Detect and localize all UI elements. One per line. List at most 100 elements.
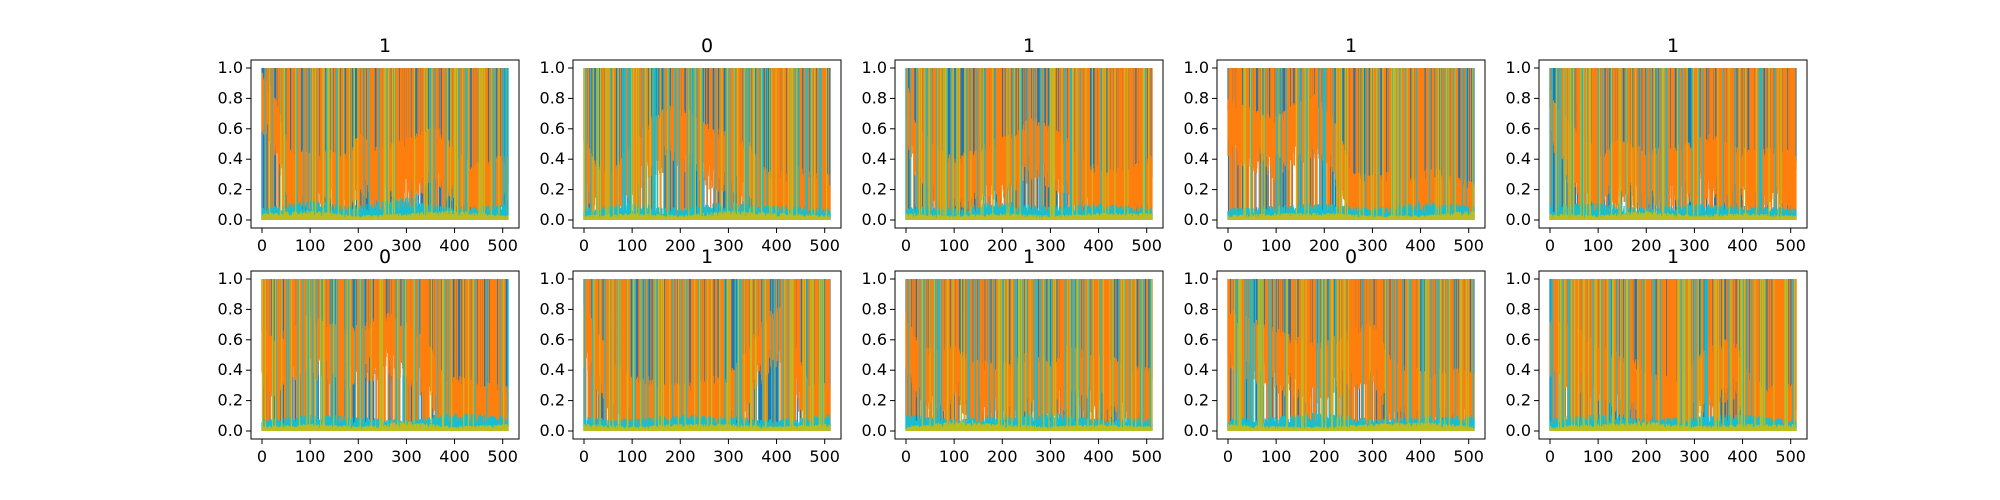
y-tick-label: 0.4 xyxy=(1184,149,1209,168)
y-tick-label: 0.2 xyxy=(1184,180,1209,199)
y-tick-label: 0.4 xyxy=(218,149,243,168)
y-tick-label: 1.0 xyxy=(1506,269,1531,288)
subplot-9: 0.0 0.2 0.4 0.6 0.8 1.0 0 100 200 300 400 500 0 xyxy=(1184,246,1486,466)
y-tick-label: 0.2 xyxy=(218,180,243,199)
series-4 xyxy=(1549,68,1797,220)
series-4 xyxy=(583,68,831,220)
x-tick-label: 200 xyxy=(1309,236,1340,255)
series-4 xyxy=(583,279,831,431)
series-4 xyxy=(1549,279,1797,431)
y-tick-label: 0.4 xyxy=(218,360,243,379)
plot-area xyxy=(261,68,509,220)
x-tick-label: 100 xyxy=(617,447,648,466)
series-4-strokes xyxy=(905,68,1153,220)
plot-area xyxy=(583,68,831,220)
x-tick-label: 100 xyxy=(1261,447,1292,466)
x-tick-label: 100 xyxy=(939,447,970,466)
x-tick-label: 0 xyxy=(579,447,589,466)
y-tick-label: 0.2 xyxy=(540,391,565,410)
x-tick-label: 0 xyxy=(1223,236,1233,255)
series-4-strokes xyxy=(583,68,831,220)
y-tick-label: 0.2 xyxy=(540,180,565,199)
y-tick-label: 0.8 xyxy=(1184,299,1209,318)
y-tick-label: 0.0 xyxy=(1506,421,1531,440)
plot-area xyxy=(1227,279,1475,431)
subplot-10: 0.0 0.2 0.4 0.6 0.8 1.0 0 100 200 300 400 500 1 xyxy=(1506,246,1808,466)
subplot-title: 0 xyxy=(379,246,391,268)
y-tick-label: 1.0 xyxy=(218,269,243,288)
series-4-strokes xyxy=(1549,68,1797,220)
plot-area xyxy=(1227,68,1475,220)
plot-area xyxy=(905,68,1153,220)
y-tick-label: 1.0 xyxy=(218,58,243,77)
x-tick-label: 500 xyxy=(1131,236,1162,255)
subplot-2: 0.0 0.2 0.4 0.6 0.8 1.0 0 100 200 300 400 500 0 xyxy=(540,35,842,255)
y-tick-label: 0.0 xyxy=(540,210,565,229)
y-tick-label: 0.6 xyxy=(540,330,565,349)
y-tick-label: 1.0 xyxy=(862,269,887,288)
series-4 xyxy=(1227,279,1475,431)
x-tick-label: 300 xyxy=(713,236,744,255)
y-tick-label: 0.4 xyxy=(540,149,565,168)
subplot-8: 0.0 0.2 0.4 0.6 0.8 1.0 0 100 200 300 400 500 1 xyxy=(862,246,1164,466)
y-tick-label: 0.2 xyxy=(862,391,887,410)
subplot-title: 0 xyxy=(701,35,713,57)
y-tick-label: 0.8 xyxy=(862,299,887,318)
y-tick-label: 0.8 xyxy=(1506,88,1531,107)
plot-area xyxy=(1549,68,1797,220)
y-tick-label: 1.0 xyxy=(1184,58,1209,77)
series-2 xyxy=(1549,279,1797,431)
series-4-strokes xyxy=(1549,279,1797,431)
y-tick-label: 0.0 xyxy=(862,421,887,440)
y-tick-label: 0.6 xyxy=(862,119,887,138)
x-tick-label: 300 xyxy=(1357,236,1388,255)
y-tick-label: 0.8 xyxy=(540,299,565,318)
x-tick-label: 100 xyxy=(939,236,970,255)
x-tick-label: 400 xyxy=(761,236,792,255)
x-tick-label: 300 xyxy=(1035,236,1066,255)
y-tick-label: 1.0 xyxy=(540,269,565,288)
y-tick-label: 0.8 xyxy=(540,88,565,107)
y-tick-label: 1.0 xyxy=(862,58,887,77)
x-tick-label: 300 xyxy=(1679,447,1710,466)
y-tick-label: 0.0 xyxy=(540,421,565,440)
subplot-1: 0.0 0.2 0.4 0.6 0.8 1.0 0 100 200 300 400 500 1 xyxy=(218,35,520,255)
x-tick-label: 200 xyxy=(665,447,696,466)
x-tick-label: 500 xyxy=(1775,236,1806,255)
x-tick-label: 500 xyxy=(809,447,840,466)
y-tick-label: 0.6 xyxy=(218,119,243,138)
subplot-title: 1 xyxy=(379,35,391,57)
y-tick-label: 0.4 xyxy=(1506,149,1531,168)
axes-frame xyxy=(572,59,842,229)
y-tick-label: 0.8 xyxy=(862,88,887,107)
x-tick-label: 200 xyxy=(1309,447,1340,466)
x-tick-label: 100 xyxy=(295,447,326,466)
series-2-strokes xyxy=(1549,279,1797,431)
plot-area xyxy=(583,279,831,431)
x-tick-label: 200 xyxy=(987,447,1018,466)
x-tick-label: 500 xyxy=(487,236,518,255)
x-tick-label: 400 xyxy=(1727,447,1758,466)
subplot-4: 0.0 0.2 0.4 0.6 0.8 1.0 0 100 200 300 400 500 1 xyxy=(1184,35,1486,255)
axes-frame xyxy=(894,59,1164,229)
y-tick-label: 0.2 xyxy=(862,180,887,199)
series-4-strokes xyxy=(261,279,509,431)
series-4 xyxy=(905,279,1153,431)
x-tick-label: 200 xyxy=(343,447,374,466)
subplot-title: 1 xyxy=(1023,35,1035,57)
axes-frame xyxy=(250,270,520,440)
x-tick-label: 400 xyxy=(1083,236,1114,255)
x-tick-label: 300 xyxy=(1035,447,1066,466)
y-tick-label: 0.0 xyxy=(218,421,243,440)
x-tick-label: 100 xyxy=(1583,447,1614,466)
subplot-title: 1 xyxy=(1345,35,1357,57)
x-tick-label: 300 xyxy=(713,447,744,466)
x-tick-label: 400 xyxy=(439,236,470,255)
axes-frame xyxy=(1538,59,1808,229)
y-tick-label: 0.0 xyxy=(1184,421,1209,440)
plot-area xyxy=(261,279,509,431)
x-tick-label: 0 xyxy=(1545,236,1555,255)
y-tick-label: 0.0 xyxy=(1184,210,1209,229)
axes-frame xyxy=(1216,270,1486,440)
